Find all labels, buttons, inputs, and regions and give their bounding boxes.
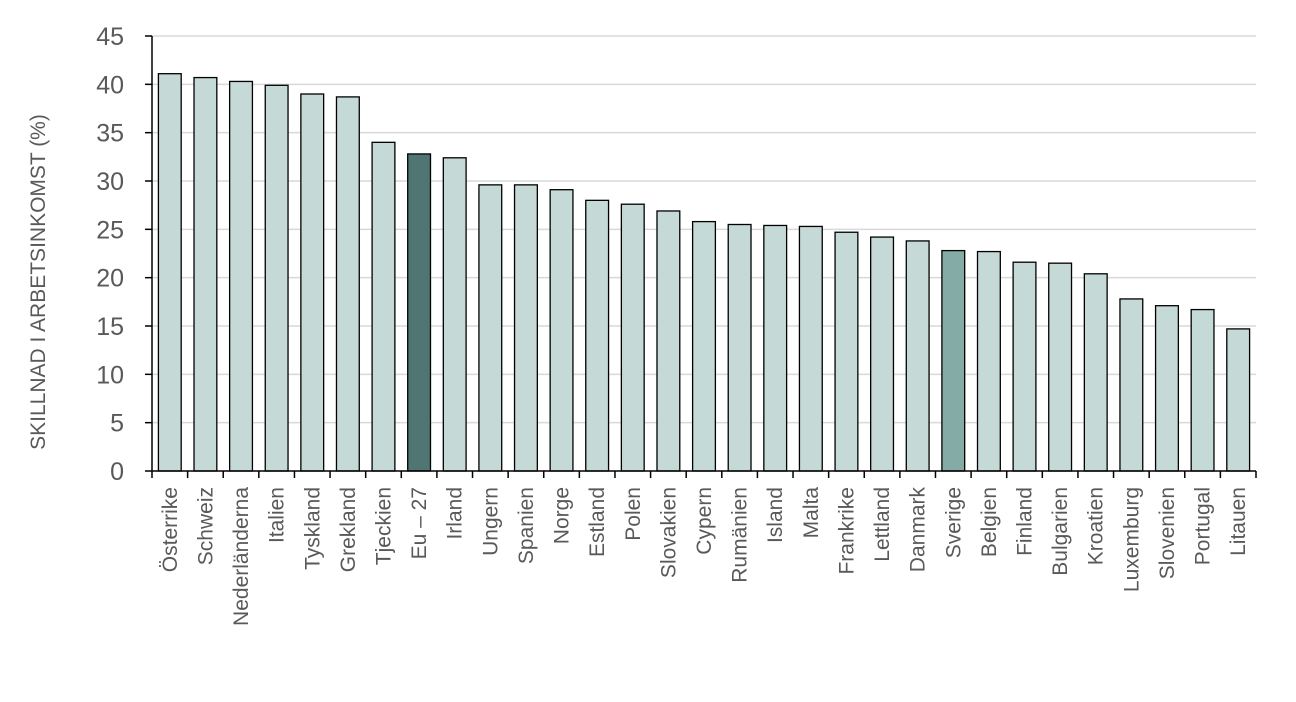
y-tick-label: 30 [96, 168, 124, 196]
bar-nederländerna [228, 80, 254, 472]
bar-ungern [478, 184, 503, 472]
bar-cypern [691, 220, 717, 472]
y-tick-label: 10 [96, 361, 124, 389]
bar-lettland [870, 236, 895, 472]
x-category-label: Tjeckien [372, 487, 395, 565]
y-axis-label: SKILLNAD I ARBETSINKOMST (%) [27, 114, 50, 450]
x-category-label: Nederländerna [230, 487, 253, 626]
x-category-label: Frankrike [835, 487, 858, 575]
bar-bulgarien [1048, 262, 1073, 472]
y-tick-label: 15 [96, 313, 124, 341]
x-category-label: Slovakien [657, 487, 680, 578]
x-category-label: Malta [800, 487, 823, 539]
y-tick-label: 45 [96, 23, 124, 51]
bar-slovenien [1154, 305, 1180, 472]
bar-malta [798, 225, 823, 472]
bar-frankrike [834, 231, 859, 472]
bar-grekland [335, 96, 360, 472]
x-category-label: Polen [622, 487, 645, 541]
x-category-label: Island [764, 487, 787, 543]
x-category-labels: Österrike Schweiz Nederländerna Italien Tysk… [159, 487, 1250, 626]
bar-danmark [905, 240, 930, 472]
y-tick-label: 0 [110, 458, 124, 486]
bar-portugal [1190, 308, 1215, 472]
bar-luxemburg [1119, 298, 1144, 472]
bar-kroatien [1083, 273, 1108, 472]
x-category-label: Danmark [907, 487, 930, 573]
x-category-label: Finland [1014, 487, 1037, 556]
bar-schweiz [193, 76, 218, 472]
y-tick-label: 40 [96, 71, 124, 99]
bar-island [763, 224, 788, 472]
bar-slovakien [656, 210, 681, 472]
x-category-label: Estland [586, 487, 609, 557]
x-category-label: Eu – 27 [408, 487, 431, 559]
bar-irland [442, 157, 467, 472]
bar-belgien [976, 250, 1001, 472]
x-category-label: Norge [551, 487, 574, 544]
x-category-label: Spanien [515, 487, 538, 564]
x-category-label: Slovenien [1156, 487, 1179, 579]
bar-polen [620, 203, 645, 472]
x-category-label: Litauen [1227, 487, 1250, 556]
x-category-label: Rumänien [729, 487, 752, 583]
y-tick-label: 35 [96, 120, 124, 148]
bar-litauen [1226, 328, 1251, 472]
bar-sverige [941, 249, 966, 472]
x-category-label: Kroatien [1085, 487, 1108, 565]
bars [157, 73, 1251, 472]
bar-tjeckien [371, 141, 396, 472]
bar-italien [264, 84, 289, 472]
x-category-label: Portugal [1192, 487, 1215, 565]
x-category-label: Cypern [693, 487, 716, 555]
bar-spanien [513, 184, 538, 472]
x-category-label: Grekland [337, 487, 360, 572]
bar-tyskland [300, 93, 325, 472]
bar-estland [585, 199, 610, 472]
x-category-label: Österrike [159, 487, 182, 572]
x-category-label: Ungern [479, 487, 502, 556]
y-tick-labels: 0 5 10 15 20 25 30 35 40 45 [96, 23, 152, 486]
bar-österrike [157, 73, 182, 472]
bar-rumänien [727, 223, 752, 472]
x-category-label: Lettland [871, 487, 894, 562]
x-category-label: Tyskland [301, 487, 324, 570]
y-tick-label: 5 [110, 410, 124, 438]
x-category-label: Luxemburg [1120, 487, 1143, 592]
x-category-label: Schweiz [194, 487, 217, 565]
y-tick-label: 25 [96, 216, 124, 244]
bar-norge [549, 189, 574, 472]
axes [151, 36, 1257, 478]
x-category-label: Belgien [978, 487, 1001, 557]
y-tick-label: 20 [96, 265, 124, 293]
x-category-label: Irland [444, 487, 467, 540]
x-category-label: Italien [266, 487, 289, 543]
x-category-label: Sverige [942, 487, 965, 558]
x-category-label: Bulgarien [1049, 487, 1072, 576]
bar-eu-27 [407, 153, 432, 472]
bar-finland [1012, 261, 1037, 472]
